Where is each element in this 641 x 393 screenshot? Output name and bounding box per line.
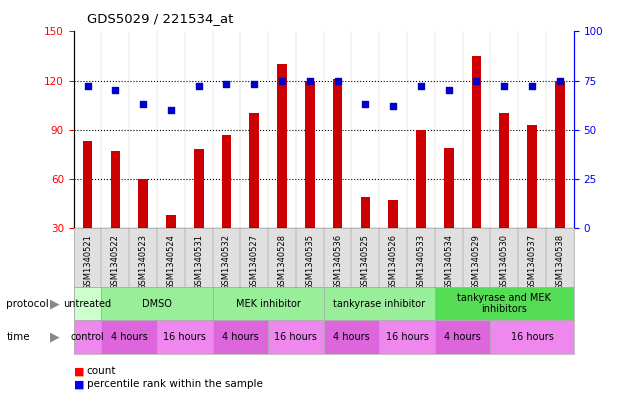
Text: GSM1340527: GSM1340527 xyxy=(250,234,259,290)
Text: GSM1340525: GSM1340525 xyxy=(361,234,370,290)
Bar xyxy=(305,81,315,228)
Point xyxy=(471,77,481,84)
Text: GSM1340538: GSM1340538 xyxy=(555,234,564,290)
Text: protocol: protocol xyxy=(6,299,49,309)
Bar xyxy=(555,81,565,228)
Bar xyxy=(379,320,435,354)
Text: GSM1340521: GSM1340521 xyxy=(83,234,92,290)
Text: MEK inhibitor: MEK inhibitor xyxy=(236,299,301,309)
Bar xyxy=(333,79,342,228)
Bar xyxy=(101,320,157,354)
Bar xyxy=(499,113,509,228)
Text: 16 hours: 16 hours xyxy=(386,332,428,342)
Bar xyxy=(527,125,537,228)
Text: control: control xyxy=(71,332,104,342)
Text: GSM1340523: GSM1340523 xyxy=(138,234,147,290)
Text: tankyrase and MEK
inhibitors: tankyrase and MEK inhibitors xyxy=(457,293,551,314)
Bar xyxy=(213,287,324,320)
Text: time: time xyxy=(6,332,30,342)
Point xyxy=(221,81,231,88)
Bar xyxy=(444,148,454,228)
Point xyxy=(527,83,537,90)
Text: GSM1340532: GSM1340532 xyxy=(222,234,231,290)
Point xyxy=(83,83,93,90)
Text: GDS5029 / 221534_at: GDS5029 / 221534_at xyxy=(87,12,233,25)
Point xyxy=(388,103,398,109)
Point xyxy=(416,83,426,90)
Bar xyxy=(83,141,92,228)
Point xyxy=(277,77,287,84)
Point xyxy=(333,77,343,84)
Text: count: count xyxy=(87,366,116,376)
Bar xyxy=(435,320,490,354)
Point xyxy=(499,83,510,90)
Text: 4 hours: 4 hours xyxy=(333,332,370,342)
Text: 16 hours: 16 hours xyxy=(511,332,553,342)
Point xyxy=(166,107,176,113)
Bar xyxy=(138,179,148,228)
Bar xyxy=(194,149,204,228)
Text: GSM1340530: GSM1340530 xyxy=(500,234,509,290)
Text: GSM1340524: GSM1340524 xyxy=(167,234,176,290)
Text: 4 hours: 4 hours xyxy=(222,332,259,342)
Point xyxy=(194,83,204,90)
Bar xyxy=(324,287,435,320)
Bar xyxy=(110,151,121,228)
Bar xyxy=(101,287,213,320)
Text: GSM1340529: GSM1340529 xyxy=(472,234,481,290)
Bar xyxy=(416,130,426,228)
Bar xyxy=(435,287,574,320)
Point xyxy=(138,101,148,107)
Text: GSM1340531: GSM1340531 xyxy=(194,234,203,290)
Bar xyxy=(74,320,101,354)
Text: 4 hours: 4 hours xyxy=(111,332,147,342)
Text: tankyrase inhibitor: tankyrase inhibitor xyxy=(333,299,426,309)
Text: GSM1340534: GSM1340534 xyxy=(444,234,453,290)
Bar xyxy=(74,287,101,320)
Bar xyxy=(166,215,176,228)
Bar xyxy=(388,200,398,228)
Text: untreated: untreated xyxy=(63,299,112,309)
Text: GSM1340533: GSM1340533 xyxy=(417,234,426,290)
Bar xyxy=(472,56,481,228)
Text: GSM1340526: GSM1340526 xyxy=(388,234,397,290)
Bar xyxy=(157,320,213,354)
Text: GSM1340522: GSM1340522 xyxy=(111,234,120,290)
Text: ■: ■ xyxy=(74,379,84,389)
Point xyxy=(554,77,565,84)
Text: GSM1340536: GSM1340536 xyxy=(333,234,342,290)
Bar xyxy=(490,320,574,354)
Bar xyxy=(268,320,324,354)
Bar xyxy=(360,197,370,228)
Bar xyxy=(222,134,231,228)
Text: 4 hours: 4 hours xyxy=(444,332,481,342)
Text: GSM1340528: GSM1340528 xyxy=(278,234,287,290)
Bar xyxy=(277,64,287,228)
Text: GSM1340535: GSM1340535 xyxy=(305,234,314,290)
Text: ▶: ▶ xyxy=(49,331,60,343)
Text: GSM1340537: GSM1340537 xyxy=(528,234,537,290)
Text: ■: ■ xyxy=(74,366,84,376)
Text: 16 hours: 16 hours xyxy=(274,332,317,342)
Point xyxy=(360,101,370,107)
Point xyxy=(304,77,315,84)
Point xyxy=(249,81,260,88)
Bar xyxy=(213,320,268,354)
Text: DMSO: DMSO xyxy=(142,299,172,309)
Text: ▶: ▶ xyxy=(49,297,60,310)
Text: 16 hours: 16 hours xyxy=(163,332,206,342)
Point xyxy=(444,87,454,94)
Point xyxy=(110,87,121,94)
Text: percentile rank within the sample: percentile rank within the sample xyxy=(87,379,262,389)
Bar xyxy=(324,320,379,354)
Bar xyxy=(249,113,259,228)
